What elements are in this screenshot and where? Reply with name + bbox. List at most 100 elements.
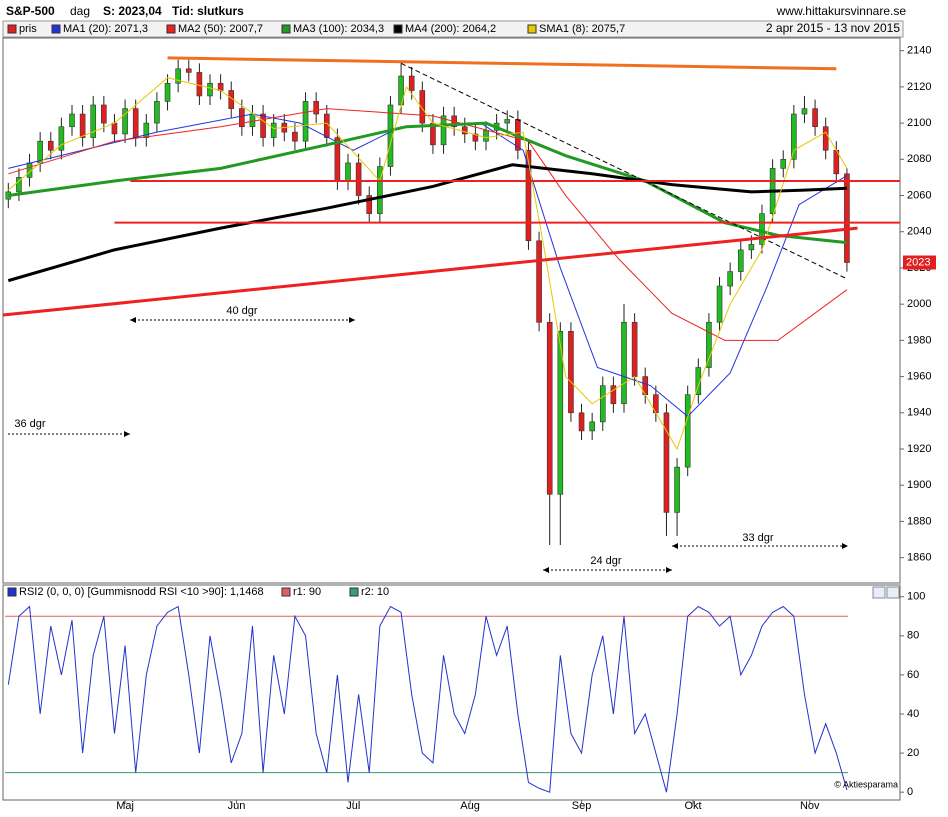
candle-body [589, 421, 595, 432]
x-tick-label: Nov [800, 800, 820, 812]
last-price: S: 2023,04 [103, 4, 162, 18]
candle-body [483, 130, 489, 142]
candle-body [302, 101, 309, 142]
tool-icon[interactable] [886, 586, 900, 599]
x-tick-label: Maj [116, 800, 134, 812]
candle-body [568, 331, 574, 414]
legend-label: r2: 10 [361, 586, 389, 598]
candle-body [504, 119, 511, 124]
rsi-panel [2, 584, 901, 801]
candle-body [684, 394, 691, 468]
arrow-head [842, 543, 848, 549]
candle-body [239, 108, 245, 128]
price-label: 2023 [906, 256, 930, 268]
candle-body [16, 177, 22, 193]
candle-body [345, 162, 351, 182]
legend-swatch [281, 587, 291, 597]
rsi-line [7, 605, 848, 793]
y-tick-label: 1980 [907, 334, 931, 346]
legend-label: MA3 (100): 2034,3 [293, 23, 384, 35]
x-tick-label: Aug [460, 800, 480, 812]
y-tick-label: 2140 [907, 45, 931, 57]
annotation: 33 dgr [742, 532, 774, 544]
legend-swatch [281, 24, 291, 34]
candle-body [557, 331, 564, 495]
legend-label: MA2 (50): 2007,7 [178, 23, 263, 35]
y-tick-label: 2080 [907, 153, 931, 165]
legend-swatch [7, 24, 17, 34]
candle-body [844, 173, 850, 263]
trend-line [2, 226, 858, 317]
legend-bar [2, 20, 904, 38]
candle-body [355, 162, 362, 196]
candle-body [695, 367, 702, 395]
y-tick-label: 2100 [907, 117, 931, 129]
candle-body [610, 385, 617, 405]
y-tick-label: 1960 [907, 370, 931, 382]
candle-body [313, 101, 319, 115]
credit: © Aktiesparama [834, 779, 898, 789]
candle-body [101, 104, 107, 124]
candle-body [791, 113, 797, 160]
arrow-head [666, 567, 672, 573]
candle-body [111, 122, 118, 135]
period: dag [70, 4, 90, 18]
legend-swatch [393, 24, 403, 34]
date-range: 2 apr 2015 - 13 nov 2015 [766, 21, 900, 35]
candle-body [47, 140, 54, 151]
x-tick-label: Jun [228, 800, 246, 812]
legend-swatch [7, 587, 17, 597]
candle-body [737, 249, 744, 272]
candle-body [207, 82, 213, 97]
candle-body [461, 126, 468, 135]
price-panel [2, 37, 901, 584]
candle-body [69, 113, 75, 128]
legend-swatch [166, 24, 176, 34]
y-tick-label: 80 [907, 630, 919, 642]
y-tick-label: 1880 [907, 515, 931, 527]
candle-body [164, 82, 171, 102]
candle-body [525, 149, 532, 242]
candle-body [132, 108, 139, 138]
y-tick-label: 60 [907, 669, 919, 681]
candle-body [472, 133, 479, 142]
candle-body [822, 126, 829, 151]
y-tick-label: 1900 [907, 479, 931, 491]
y-tick-label: 2060 [907, 189, 931, 201]
candle-body [780, 159, 787, 169]
tool-icon[interactable] [872, 586, 886, 599]
candle-body [377, 166, 383, 214]
annotation: 36 dgr [14, 418, 46, 430]
y-tick-label: 2000 [907, 298, 931, 310]
candle-body [801, 108, 808, 115]
candle-body [748, 244, 755, 251]
legend-label: pris [19, 23, 37, 35]
legend-label: RSI2 (0, 0, 0) [Gummisnodd RSI <10 >90]:… [19, 586, 264, 598]
candle-body [143, 122, 150, 138]
legend-swatch [349, 587, 359, 597]
candle-body [599, 385, 606, 423]
candle-body [812, 108, 818, 128]
candle-body [727, 271, 733, 287]
x-tick-label: Jul [346, 800, 360, 812]
candle-body [621, 321, 627, 405]
moving-average [8, 113, 848, 418]
candle-body [578, 412, 585, 432]
candle-body [90, 104, 97, 138]
y-tick-label: 20 [907, 747, 919, 759]
trend-line [400, 62, 848, 280]
candle-body [716, 285, 723, 323]
y-tick-label: 2040 [907, 226, 931, 238]
moving-average [8, 121, 848, 245]
mode: Tid: slutkurs [172, 4, 244, 18]
symbol: S&P-500 [6, 4, 55, 18]
candle-body [270, 122, 277, 138]
y-tick-label: 1920 [907, 443, 931, 455]
y-tick-label: 1940 [907, 407, 931, 419]
arrow-head [349, 317, 355, 323]
price-box [903, 255, 936, 270]
x-tick-label: Okt [684, 800, 701, 812]
candle-body [217, 82, 224, 91]
candle-body [546, 321, 553, 495]
